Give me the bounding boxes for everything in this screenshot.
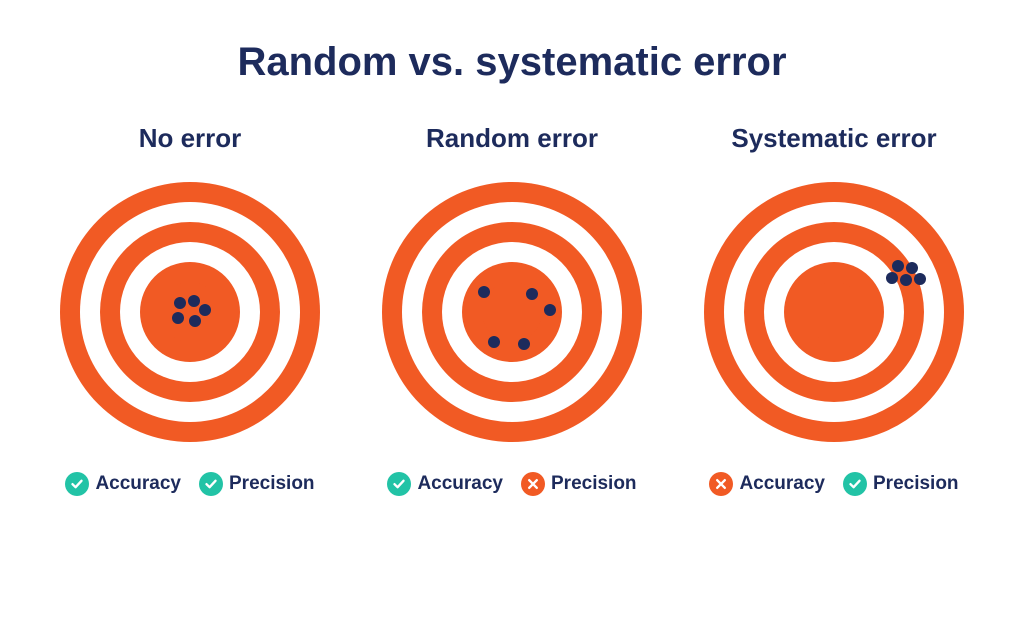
check-icon [387, 472, 411, 496]
precision-badge-label: Precision [229, 473, 315, 495]
accuracy-badge-label: Accuracy [95, 473, 181, 495]
panel-label: No error [139, 123, 242, 154]
accuracy-badge: Accuracy [387, 472, 503, 496]
check-icon [65, 472, 89, 496]
target [60, 182, 320, 442]
infographic-container: Random vs. systematic error No error Accu… [0, 0, 1024, 631]
page-title: Random vs. systematic error [237, 40, 786, 85]
panel-label: Systematic error [731, 123, 936, 154]
accuracy-badge-label: Accuracy [417, 473, 503, 495]
panel: Random error Accuracy Precision [362, 123, 662, 601]
badges-row: Accuracy Precision [387, 472, 636, 496]
cross-icon [709, 472, 733, 496]
panels-row: No error Accuracy Precision Random error Acc… [40, 123, 984, 601]
precision-badge: Precision [843, 472, 959, 496]
panel: No error Accuracy Precision [40, 123, 340, 601]
precision-badge: Precision [199, 472, 315, 496]
cross-icon [521, 472, 545, 496]
target [704, 182, 964, 442]
panel-label: Random error [426, 123, 598, 154]
badges-row: Accuracy Precision [709, 472, 958, 496]
check-icon [199, 472, 223, 496]
target [382, 182, 642, 442]
precision-badge: Precision [521, 472, 637, 496]
check-icon [843, 472, 867, 496]
accuracy-badge: Accuracy [65, 472, 181, 496]
accuracy-badge: Accuracy [709, 472, 825, 496]
panel: Systematic error Accuracy Precision [684, 123, 984, 601]
precision-badge-label: Precision [551, 473, 637, 495]
precision-badge-label: Precision [873, 473, 959, 495]
badges-row: Accuracy Precision [65, 472, 314, 496]
accuracy-badge-label: Accuracy [739, 473, 825, 495]
